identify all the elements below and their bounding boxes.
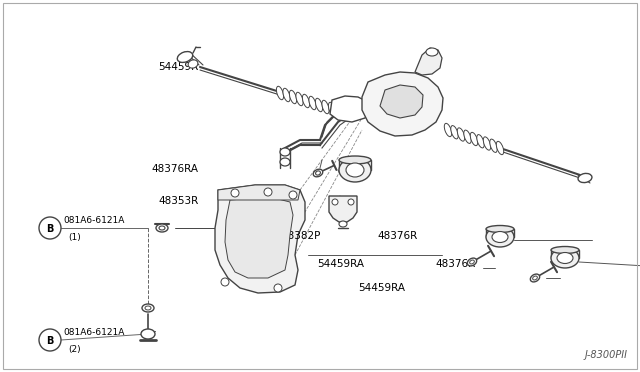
Ellipse shape [188,60,198,68]
Text: 48376R: 48376R [435,259,476,269]
Text: 48376R: 48376R [378,231,418,241]
Polygon shape [362,72,443,136]
Ellipse shape [486,227,514,247]
Ellipse shape [313,169,323,177]
Ellipse shape [470,260,474,264]
Circle shape [231,189,239,197]
Ellipse shape [316,171,321,175]
Ellipse shape [557,253,573,263]
Ellipse shape [477,135,484,148]
Ellipse shape [156,224,168,232]
Polygon shape [218,185,300,200]
Ellipse shape [483,137,491,150]
Polygon shape [225,197,293,278]
Ellipse shape [289,90,296,104]
Ellipse shape [276,86,284,100]
Circle shape [274,284,282,292]
Text: (1): (1) [68,233,81,242]
Text: 081A6-6121A: 081A6-6121A [63,328,124,337]
Circle shape [39,217,61,239]
Ellipse shape [280,158,290,166]
Circle shape [289,191,297,199]
Ellipse shape [532,276,538,280]
Ellipse shape [145,306,151,310]
Ellipse shape [322,100,329,114]
Text: 54459RA: 54459RA [358,283,405,293]
Text: 48353R: 48353R [158,196,198,206]
Ellipse shape [426,48,438,56]
Polygon shape [380,85,423,118]
Ellipse shape [141,329,155,339]
Ellipse shape [316,98,323,112]
Ellipse shape [470,132,477,146]
Polygon shape [215,185,305,293]
Text: (2): (2) [68,345,81,354]
Ellipse shape [339,156,371,164]
Ellipse shape [451,126,458,139]
Text: 54459RA: 54459RA [317,259,364,269]
Circle shape [332,199,338,205]
Text: 54459R: 54459R [158,62,198,72]
Ellipse shape [531,274,540,282]
Ellipse shape [303,94,310,108]
Text: B: B [46,224,54,234]
Text: J-8300PII: J-8300PII [585,350,628,360]
Ellipse shape [296,92,303,106]
Polygon shape [415,48,442,75]
Ellipse shape [346,163,364,177]
Polygon shape [330,96,370,122]
Text: 081A6-6121A: 081A6-6121A [63,216,124,225]
Ellipse shape [177,52,193,62]
Ellipse shape [551,247,579,253]
Ellipse shape [283,88,290,102]
Ellipse shape [492,231,508,243]
Text: 48382P: 48382P [282,231,321,241]
Ellipse shape [486,225,514,232]
Text: 48376RA: 48376RA [152,164,198,174]
Ellipse shape [578,173,592,183]
Circle shape [39,329,61,351]
Ellipse shape [280,148,290,156]
Polygon shape [329,196,357,222]
Circle shape [221,278,229,286]
Ellipse shape [444,124,452,137]
Ellipse shape [142,304,154,312]
Text: B: B [46,336,54,346]
Circle shape [348,199,354,205]
Ellipse shape [159,226,165,230]
Ellipse shape [339,221,347,227]
Ellipse shape [309,96,316,110]
Ellipse shape [458,128,465,141]
Circle shape [264,188,272,196]
Ellipse shape [496,141,504,155]
Ellipse shape [464,130,471,144]
Ellipse shape [551,248,579,268]
Ellipse shape [339,158,371,182]
Ellipse shape [467,258,477,266]
Ellipse shape [328,102,335,116]
Ellipse shape [490,139,497,153]
